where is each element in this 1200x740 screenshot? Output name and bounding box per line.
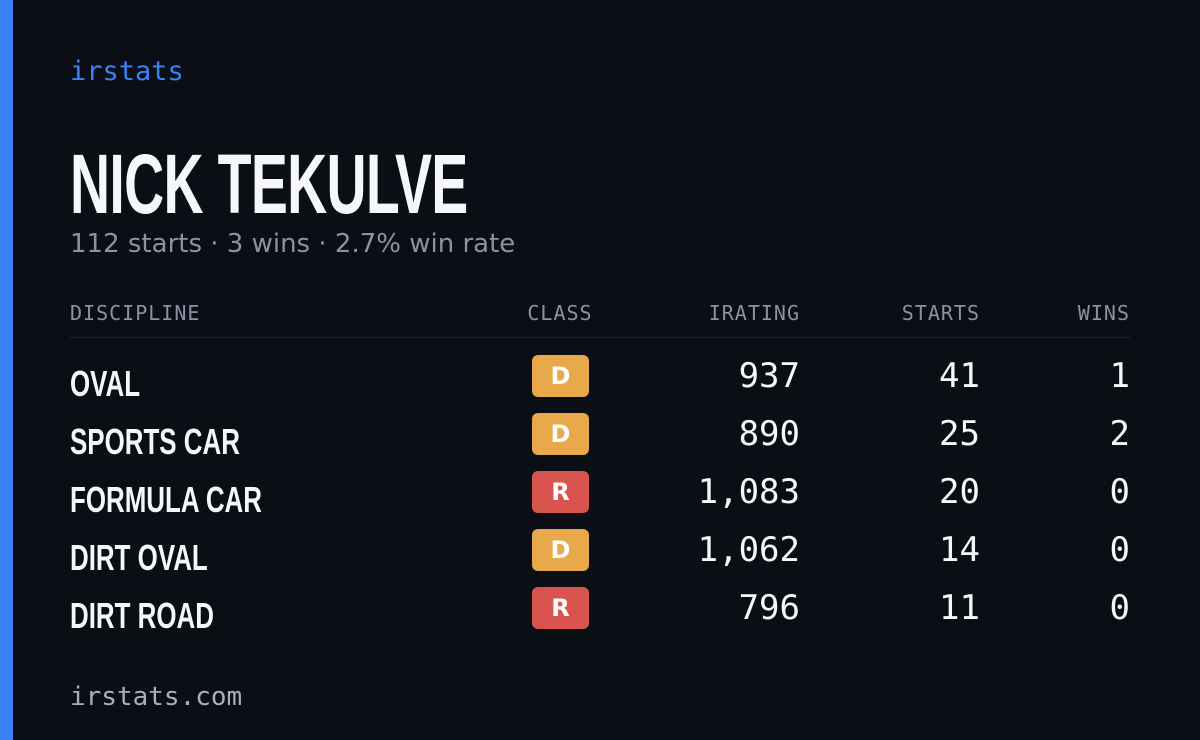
column-header: IRATING — [708, 301, 800, 325]
discipline: DIRT OVAL — [70, 537, 208, 578]
discipline: DIRT ROAD — [70, 595, 214, 636]
starts: 14 — [939, 530, 980, 570]
starts: 11 — [939, 588, 980, 628]
summary: 112 starts · 3 wins · 2.7% win rate — [70, 229, 516, 259]
wins: 0 — [1109, 588, 1130, 628]
header-rule — [70, 337, 1130, 338]
discipline: OVAL — [70, 363, 141, 404]
class-badge: R — [532, 471, 589, 513]
class-badge: R — [532, 587, 589, 629]
starts: 20 — [939, 472, 980, 512]
column-header: WINS — [1077, 301, 1130, 325]
irating: 1,083 — [697, 472, 800, 512]
brand: irstats — [70, 56, 184, 87]
accent-bar — [0, 0, 13, 740]
starts: 25 — [939, 414, 980, 454]
driver-name: NICK TEKULVE — [70, 137, 468, 231]
starts: 41 — [939, 356, 980, 396]
irating: 796 — [738, 588, 800, 628]
column-header: STARTS — [901, 301, 980, 325]
footer-url: irstats.com — [70, 682, 243, 712]
wins: 0 — [1109, 472, 1130, 512]
column-header: DISCIPLINE — [70, 301, 201, 325]
class-badge: D — [532, 413, 589, 455]
wins: 0 — [1109, 530, 1130, 570]
wins: 2 — [1109, 414, 1130, 454]
class-badge: D — [532, 355, 589, 397]
irating: 1,062 — [697, 530, 800, 570]
class-badge: D — [532, 529, 589, 571]
irating: 890 — [738, 414, 800, 454]
discipline: FORMULA CAR — [70, 479, 262, 520]
wins: 1 — [1109, 356, 1130, 396]
discipline: SPORTS CAR — [70, 421, 240, 462]
column-header: CLASS — [527, 301, 593, 325]
irating: 937 — [738, 356, 800, 396]
